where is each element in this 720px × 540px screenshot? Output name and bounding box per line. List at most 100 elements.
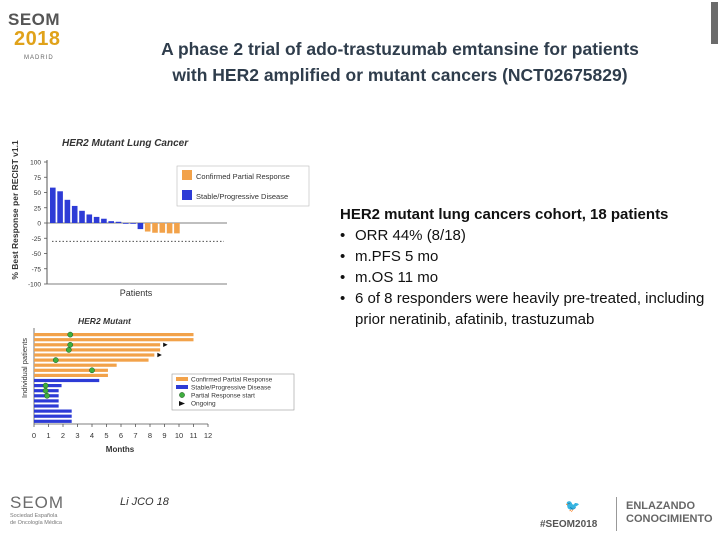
- waterfall-y-ticks: 100 75 50 25 0 -25 -50 -75 -100: [28, 160, 47, 289]
- footer-slogan: ENLAZANDO CONOCIMIENTO: [626, 500, 713, 526]
- waterfall-y-tick-label: -75: [32, 266, 42, 273]
- title-line-1: A phase 2 trial of ado-trastuzumab emtan…: [161, 39, 639, 59]
- footer-seom-logo: SEOM Sociedad Española de Oncología Médi…: [10, 493, 64, 526]
- swimmer-legend-marker: [179, 392, 185, 398]
- swimmer-bar: [34, 368, 108, 372]
- waterfall-bar: [57, 191, 63, 223]
- waterfall-bar: [86, 214, 93, 223]
- response-marker: [52, 357, 59, 363]
- response-marker: [42, 382, 49, 389]
- swimmer-bar: [34, 399, 59, 403]
- swimmer-bar: [34, 348, 161, 352]
- summary-bullet-responders: 6 of 8 responders were heavily pre-treat…: [340, 288, 712, 330]
- waterfall-bar: [174, 223, 180, 234]
- swimmer-legend-swatch-partial: [176, 377, 188, 381]
- footer-slogan-line2: CONOCIMIENTO: [626, 513, 713, 525]
- swimmer-x-tick-label: 7: [133, 431, 137, 440]
- response-marker: [67, 341, 74, 348]
- response-marker: [89, 367, 95, 374]
- seom-2018-logo: SEOM 2018 MADRID: [6, 8, 68, 70]
- waterfall-bar: [71, 205, 78, 223]
- swimmer-legend-label-stable: Stable/Progressive Disease: [191, 385, 271, 392]
- waterfall-y-tick-label: -100: [28, 282, 41, 289]
- swimmer-x-tick-label: 4: [90, 431, 94, 440]
- response-marker: [65, 347, 72, 353]
- legend-label-stable-progressive: Stable/Progressive Disease: [196, 192, 288, 201]
- swimmer-bar: [34, 343, 161, 347]
- waterfall-bar: [159, 223, 166, 233]
- legend-swatch-stable-progressive: [182, 190, 192, 200]
- swimmer-legend-arrow-icon: [179, 401, 185, 406]
- waterfall-bar: [108, 221, 114, 223]
- footer-slogan-line1: ENLAZANDO: [626, 500, 696, 512]
- waterfall-bar: [130, 223, 136, 224]
- waterfall-y-tick-label: 100: [30, 160, 41, 167]
- swimmer-x-tick-label: 2: [61, 431, 65, 440]
- waterfall-bar: [137, 223, 144, 230]
- waterfall-chart: HER2 Mutant Lung Cancer % Best Response …: [2, 128, 332, 306]
- swimmer-x-tick-label: 1: [46, 431, 50, 440]
- waterfall-y-tick-label: 75: [34, 175, 42, 182]
- waterfall-background: [2, 128, 332, 306]
- swimmer-bars: [34, 331, 194, 423]
- corner-bar: [711, 2, 718, 44]
- summary-text: HER2 mutant lung cancers cohort, 18 pati…: [340, 204, 712, 330]
- waterfall-bar: [152, 223, 158, 233]
- waterfall-bar: [50, 187, 56, 223]
- response-marker: [42, 387, 49, 394]
- summary-heading: HER2 mutant lung cancers cohort, 18 pati…: [340, 206, 669, 223]
- swimmer-x-tick-label: 8: [148, 431, 152, 440]
- waterfall-bar: [166, 223, 173, 234]
- swimmer-x-tick-label: 0: [32, 431, 36, 440]
- swimmer-x-tick-label: 5: [104, 431, 108, 440]
- response-marker: [44, 392, 50, 399]
- waterfall-bar: [93, 216, 100, 223]
- swimmer-bar: [34, 338, 194, 342]
- swimmer-x-tick-label: 11: [190, 431, 198, 440]
- ongoing-arrow-icon: [163, 342, 168, 347]
- swimmer-y-axis-label: Individual patients: [20, 338, 29, 398]
- waterfall-title: HER2 Mutant Lung Cancer: [62, 138, 189, 149]
- ongoing-arrow-icon: [157, 352, 162, 358]
- waterfall-y-tick-label: 50: [34, 190, 42, 197]
- waterfall-bar: [79, 210, 85, 223]
- waterfall-y-tick-label: 25: [34, 205, 42, 212]
- swimmer-bar: [34, 414, 72, 418]
- logo-city: MADRID: [24, 55, 54, 61]
- swimmer-x-tick-label: 10: [175, 431, 183, 440]
- summary-list: ORR 44% (8/18) m.PFS 5 mo m.OS 11 mo 6 o…: [340, 225, 712, 330]
- response-marker: [67, 331, 74, 338]
- waterfall-bar: [115, 221, 122, 223]
- swimmer-bar: [34, 373, 108, 377]
- waterfall-y-axis-label: % Best Response per RECIST v1.1: [10, 140, 20, 280]
- footer-org-line1: Sociedad Española: [10, 513, 58, 519]
- swimmer-bar: [34, 353, 155, 357]
- waterfall-y-tick-label: 0: [37, 221, 41, 228]
- logo-name: SEOM: [8, 10, 61, 29]
- summary-bullet-orr: ORR 44% (8/18): [340, 225, 712, 246]
- swimmer-x-tick-label: 3: [75, 431, 79, 440]
- swimmer-legend-box: [171, 373, 295, 411]
- swimmer-bar: [34, 404, 59, 408]
- waterfall-legend-box: [176, 165, 310, 207]
- waterfall-legend: Confirmed Partial Response Stable/Progre…: [176, 165, 310, 207]
- waterfall-x-axis-label: Patients: [120, 288, 153, 298]
- swimmer-legend-label-partial: Confirmed Partial Response: [191, 377, 273, 384]
- swimmer-legend-label-marker: Partial Response start: [191, 393, 255, 400]
- swimmer-x-ticks: 0 1 2 3 4 5 6 7 8 9 10 11 12: [32, 424, 212, 440]
- legend-label-partial-response: Confirmed Partial Response: [196, 172, 290, 181]
- footer-divider: [616, 497, 617, 531]
- swimmer-bar: [34, 419, 72, 423]
- waterfall-y-tick-label: -25: [32, 236, 42, 243]
- footer-hashtag: #SEOM2018: [540, 519, 598, 530]
- swimmer-bar: [34, 409, 72, 413]
- footer-org-name: SEOM: [10, 493, 65, 512]
- waterfall-bars: [50, 187, 180, 234]
- swimmer-bar: [34, 333, 194, 337]
- swimmer-x-axis-label: Months: [106, 445, 135, 454]
- waterfall-bar: [123, 223, 129, 224]
- citation: Li JCO 18: [120, 496, 169, 508]
- swimmer-chart: HER2 Mutant Individual patients Months 0…: [20, 316, 295, 454]
- legend-swatch-partial-response: [182, 170, 192, 180]
- summary-bullet-os: m.OS 11 mo: [340, 267, 712, 288]
